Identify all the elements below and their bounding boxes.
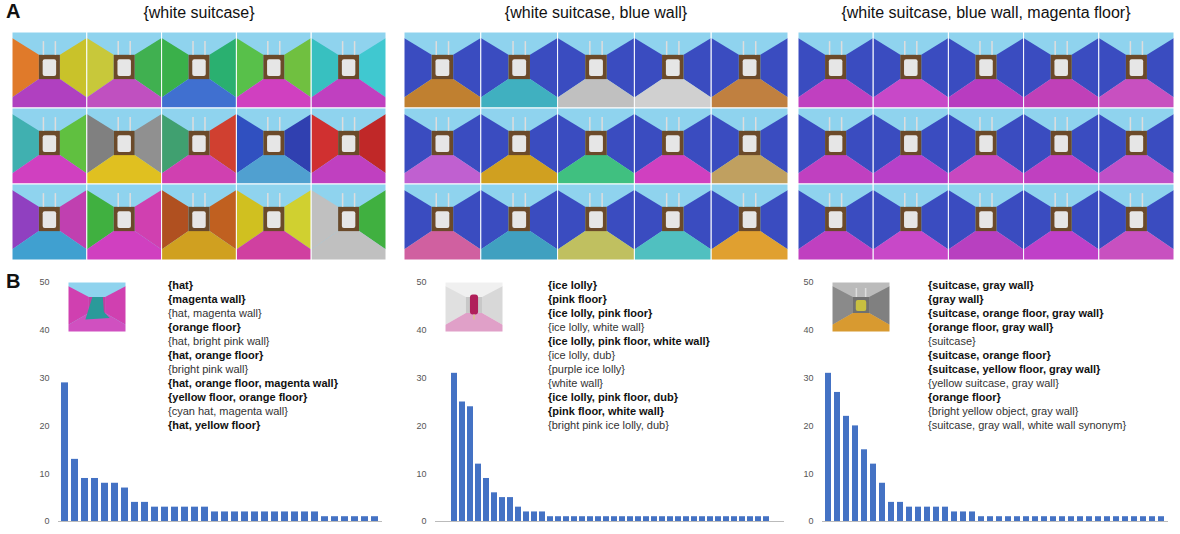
html-text:{suitcase, gray wall}: {suitcase, gray wall} — [928, 279, 1034, 291]
html-text:{ice lolly, pink floor, dub}: {ice lolly, pink floor, dub} — [548, 391, 678, 403]
html-text:{suitcase, orange floor, gray: {suitcase, orange floor, gray wall} — [928, 307, 1104, 319]
html-text:{yellow suitcase, gray wall}: {yellow suitcase, gray wall} — [928, 377, 1059, 389]
svg-text:50: 50 — [416, 277, 426, 287]
svg-text:30: 30 — [39, 373, 49, 383]
html-text:{pink floor, white wall}: {pink floor, white wall} — [548, 405, 665, 417]
html-text:{bright pink wall}: {bright pink wall} — [168, 363, 249, 375]
html-text:{suitcase, gray wall, white wa: {suitcase, gray wall, white wall synonym… — [928, 419, 1127, 431]
html-text:{white wall}: {white wall} — [548, 377, 603, 389]
svg-text:0: 0 — [421, 516, 426, 526]
html-text:{ice lolly, white wall}: {ice lolly, white wall} — [548, 321, 645, 333]
svg-text:0: 0 — [44, 516, 49, 526]
html-text:{white suitcase, blue wall}: {white suitcase, blue wall} — [504, 4, 688, 21]
svg-text:0: 0 — [808, 516, 813, 526]
html-text:{ice lolly, pink floor}: {ice lolly, pink floor} — [548, 307, 653, 319]
html-text:{purple ice lolly}: {purple ice lolly} — [548, 363, 626, 375]
svg-text:50: 50 — [39, 277, 49, 287]
html-text:{ice lolly, dub}: {ice lolly, dub} — [548, 349, 616, 361]
html-text:{hat}: {hat} — [168, 279, 194, 291]
html-text:{suitcase, orange floor}: {suitcase, orange floor} — [928, 349, 1051, 361]
html-text:{hat, yellow floor}: {hat, yellow floor} — [168, 419, 261, 431]
svg-text:20: 20 — [803, 421, 813, 431]
svg-text:30: 30 — [803, 373, 813, 383]
html-text:{bright yellow object, gray wa: {bright yellow object, gray wall} — [928, 405, 1079, 417]
svg-text:10: 10 — [416, 469, 426, 479]
svg-text:20: 20 — [416, 421, 426, 431]
html-text:A: A — [6, 0, 21, 22]
html-text:{hat, bright pink wall}: {hat, bright pink wall} — [168, 335, 270, 347]
html-text:{gray wall}: {gray wall} — [928, 293, 984, 305]
svg-text:30: 30 — [416, 373, 426, 383]
html-text:{orange floor, gray wall}: {orange floor, gray wall} — [928, 321, 1054, 333]
html-text:{pink floor}: {pink floor} — [548, 293, 607, 305]
html-text:{white suitcase}: {white suitcase} — [143, 4, 255, 21]
svg-text:20: 20 — [39, 421, 49, 431]
svg-text:40: 40 — [39, 325, 49, 335]
html-text:{bright pink ice lolly, dub}: {bright pink ice lolly, dub} — [548, 419, 669, 431]
html-text:{hat, orange floor}: {hat, orange floor} — [168, 349, 264, 361]
html-text:{suitcase, yellow floor, gray: {suitcase, yellow floor, gray wall} — [928, 363, 1101, 375]
svg-text:40: 40 — [803, 325, 813, 335]
svg-text:50: 50 — [803, 277, 813, 287]
html-text:{yellow floor, orange floor}: {yellow floor, orange floor} — [168, 391, 308, 403]
svg-text:10: 10 — [39, 469, 49, 479]
html-text:{orange floor}: {orange floor} — [928, 391, 1001, 403]
html-text:{cyan hat, magenta wall}: {cyan hat, magenta wall} — [168, 405, 288, 417]
html-text:{orange floor}: {orange floor} — [168, 321, 241, 333]
html-text:{ice lolly, pink floor, white: {ice lolly, pink floor, white wall} — [548, 335, 710, 347]
html-text:B: B — [6, 270, 21, 292]
svg-text:10: 10 — [803, 469, 813, 479]
html-text:{suitcase}: {suitcase} — [928, 335, 976, 347]
html-text:{hat, magenta wall}: {hat, magenta wall} — [168, 307, 262, 319]
html-text:{ice lolly}: {ice lolly} — [548, 279, 597, 291]
html-text:{magenta wall}: {magenta wall} — [168, 293, 246, 305]
html-text:{hat, orange floor, magenta wa: {hat, orange floor, magenta wall} — [168, 377, 338, 389]
html-text:{white suitcase, blue wall, ma: {white suitcase, blue wall, magenta floo… — [841, 4, 1131, 21]
svg-text:40: 40 — [416, 325, 426, 335]
